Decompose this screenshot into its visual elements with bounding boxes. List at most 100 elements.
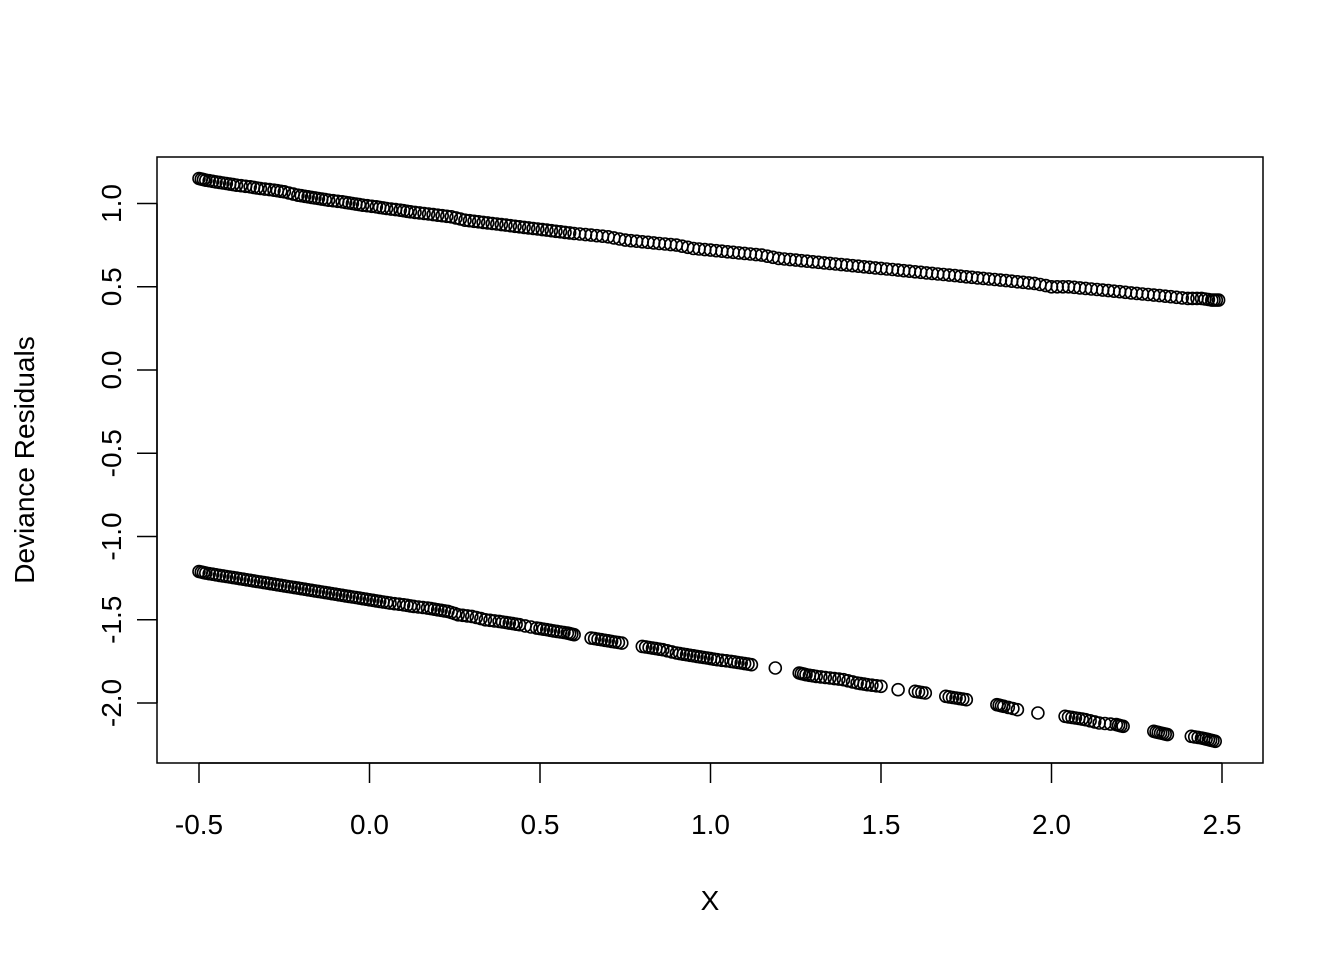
y-tick-label: -2.0 (96, 679, 127, 727)
data-point (1098, 716, 1112, 731)
data-point (205, 174, 220, 189)
data-point (869, 678, 884, 693)
data-point (216, 176, 230, 190)
data-point (999, 273, 1013, 288)
data-point (709, 243, 724, 258)
data-point (421, 207, 436, 221)
data-point (453, 212, 468, 226)
data-point (1087, 715, 1102, 729)
data-point (624, 233, 638, 248)
data-point (686, 648, 701, 663)
data-point (412, 206, 427, 220)
data-point (818, 670, 833, 685)
data-point (828, 257, 843, 271)
data-point (1191, 730, 1205, 745)
data-point (945, 690, 960, 705)
y-tick-label: -1.5 (96, 596, 127, 644)
data-point (965, 270, 979, 285)
data-point (297, 189, 312, 204)
data-point (530, 222, 545, 236)
data-point (297, 582, 312, 597)
data-point (607, 231, 621, 245)
data-point (521, 221, 536, 235)
data-point (896, 263, 911, 278)
data-point (1114, 718, 1128, 733)
data-point (308, 584, 322, 598)
data-point (1209, 293, 1224, 307)
data-point (955, 692, 970, 706)
data-point (427, 602, 442, 617)
data-point (760, 249, 775, 264)
data-point (435, 208, 450, 223)
x-tick-label: 2.5 (1203, 809, 1242, 840)
data-point (277, 579, 292, 593)
data-point (1201, 292, 1216, 307)
x-axis-title: X (701, 885, 720, 916)
data-point (1101, 283, 1116, 298)
x-axis: -0.5 0.0 0.5 1.0 1.5 2.0 2.5 (175, 762, 1242, 840)
x-tick-label: 1.0 (691, 809, 730, 840)
y-axis: -2.0 -1.5 -1.0 -0.5 0.0 0.5 1.0 (96, 184, 158, 727)
data-point (874, 679, 888, 694)
data-point (1135, 287, 1150, 301)
data-point (256, 575, 271, 590)
data-point (536, 622, 551, 637)
data-point (891, 682, 905, 697)
data-point (499, 218, 513, 232)
data-point (546, 624, 561, 638)
data-point (273, 184, 288, 199)
data-point (480, 216, 495, 230)
data-point (489, 217, 504, 231)
data-point (476, 215, 491, 230)
data-point (741, 657, 755, 671)
data-point (865, 678, 879, 693)
data-point (1158, 727, 1172, 741)
data-point (526, 221, 541, 236)
data-point (557, 625, 571, 640)
data-point (813, 670, 828, 684)
data-point (930, 267, 945, 281)
data-point (879, 262, 894, 276)
data-point (349, 590, 363, 605)
x-tick-label: 2.0 (1032, 809, 1071, 840)
data-point (827, 671, 842, 686)
data-point (572, 227, 587, 241)
x-tick-label: 1.5 (862, 809, 901, 840)
data-point (982, 272, 996, 286)
data-point (499, 615, 513, 630)
data-point (474, 611, 488, 626)
data-point (455, 608, 470, 623)
data-point (726, 245, 741, 260)
data-point (359, 592, 373, 607)
data-point (641, 235, 655, 250)
data-point (913, 265, 928, 280)
data-point (696, 650, 711, 665)
x-tick-label: 0.5 (521, 809, 560, 840)
data-point (544, 223, 559, 238)
y-tick-label: -1.0 (96, 512, 127, 560)
data-point (658, 237, 672, 251)
data-point (743, 247, 758, 261)
data-point (915, 685, 929, 700)
data-point (730, 655, 745, 670)
data-point (811, 255, 826, 270)
data-point (494, 217, 509, 232)
data-point (676, 647, 691, 662)
data-point (216, 569, 230, 583)
data-point (408, 205, 422, 220)
data-point (796, 667, 811, 681)
data-point (692, 242, 706, 256)
data-point (517, 220, 531, 235)
data-point (601, 633, 616, 648)
data-point (1065, 710, 1079, 725)
data-point (535, 222, 550, 237)
data-point (589, 228, 604, 243)
data-point (823, 671, 837, 685)
x-tick-label: -0.5 (175, 809, 223, 840)
data-point (342, 196, 356, 210)
data-point (675, 239, 689, 253)
data-point (1118, 285, 1133, 300)
data-point (318, 585, 333, 600)
data-point (652, 642, 667, 657)
